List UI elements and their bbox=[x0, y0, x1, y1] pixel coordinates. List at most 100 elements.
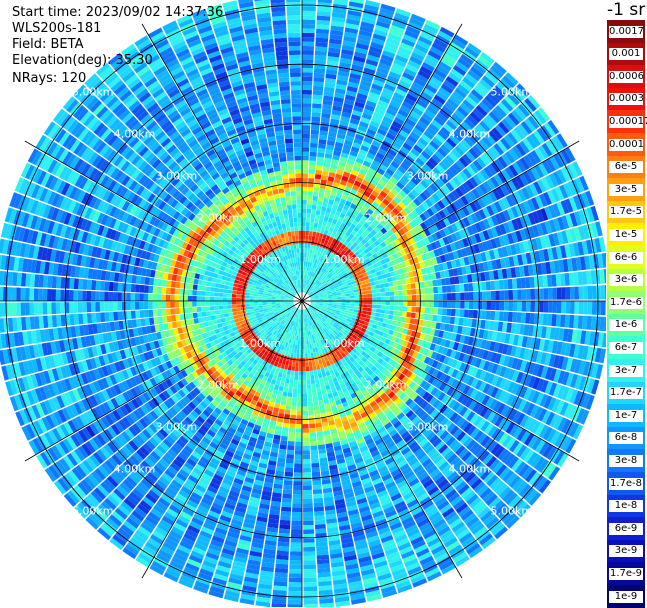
range-gate-cell bbox=[390, 306, 395, 311]
range-gate-cell bbox=[315, 418, 321, 423]
range-gate-cell bbox=[306, 226, 310, 231]
range-gate-cell bbox=[312, 472, 321, 477]
range-gate-cell bbox=[303, 455, 310, 460]
range-gate-cell bbox=[566, 301, 571, 314]
range-gate-cell bbox=[302, 20, 315, 25]
range-gate-cell bbox=[285, 467, 293, 472]
range-gate-cell bbox=[412, 301, 417, 306]
range-gate-cell bbox=[319, 192, 325, 197]
range-gate-cell bbox=[303, 402, 308, 407]
range-gate-cell bbox=[601, 285, 606, 299]
range-gate-cell bbox=[406, 284, 411, 290]
range-gate-cell bbox=[354, 295, 359, 298]
range-gate-cell bbox=[291, 521, 302, 526]
range-gate-cell bbox=[294, 375, 298, 380]
range-gate-cell bbox=[312, 205, 317, 210]
range-gate-cell bbox=[296, 424, 302, 429]
range-gate-cell bbox=[281, 378, 286, 383]
range-gate-cell bbox=[312, 392, 317, 397]
range-gate-cell bbox=[495, 311, 500, 321]
range-gate-cell bbox=[443, 293, 448, 300]
range-gate-cell bbox=[503, 312, 508, 322]
range-gate-cell bbox=[495, 301, 500, 310]
range-gate-cell bbox=[307, 393, 312, 398]
range-gate-cell bbox=[374, 317, 379, 322]
range-gate-cell bbox=[512, 278, 517, 288]
range-gate-cell bbox=[516, 278, 521, 289]
range-gate-cell bbox=[434, 301, 439, 307]
range-gate-cell bbox=[460, 309, 465, 317]
range-gate-cell bbox=[295, 371, 299, 376]
range-gate-cell bbox=[397, 316, 402, 321]
range-gate-cell bbox=[302, 86, 312, 91]
range-gate-cell bbox=[302, 147, 309, 152]
range-gate-cell bbox=[433, 308, 438, 315]
range-gate-cell bbox=[283, 418, 289, 423]
range-gate-cell bbox=[407, 307, 412, 312]
range-gate-cell bbox=[305, 235, 308, 240]
range-gate-cell bbox=[455, 284, 460, 292]
range-gate-cell bbox=[303, 586, 317, 591]
range-gate-cell bbox=[390, 301, 394, 305]
range-gate-cell bbox=[428, 314, 433, 321]
range-gate-cell bbox=[293, 384, 297, 389]
range-gate-cell bbox=[304, 327, 306, 331]
range-gate-cell bbox=[486, 311, 491, 320]
range-gate-cell bbox=[315, 55, 327, 60]
range-gate-cell bbox=[315, 528, 326, 533]
range-gate-cell bbox=[317, 201, 322, 206]
range-gate-cell bbox=[551, 314, 556, 326]
range-gate-cell bbox=[539, 301, 544, 312]
range-gate-cell bbox=[304, 266, 306, 271]
range-gate-cell bbox=[385, 301, 389, 305]
range-gate-cell bbox=[333, 299, 337, 301]
range-gate-cell bbox=[317, 152, 324, 157]
range-gate-cell bbox=[459, 284, 464, 292]
range-gate-cell bbox=[307, 384, 311, 389]
range-gate-cell bbox=[437, 279, 442, 286]
range-gate-cell bbox=[313, 192, 319, 197]
range-gate-cell bbox=[311, 214, 316, 219]
range-gate-cell bbox=[312, 236, 316, 241]
range-gate-cell bbox=[281, 511, 291, 516]
range-gate-cell bbox=[313, 370, 317, 375]
range-gate-cell bbox=[302, 209, 306, 213]
range-gate-cell bbox=[284, 365, 288, 370]
range-gate-cell bbox=[288, 600, 302, 605]
range-gate-cell bbox=[579, 301, 584, 314]
range-gate-cell bbox=[526, 289, 531, 300]
range-gate-cell bbox=[363, 301, 367, 304]
range-gate-cell bbox=[306, 340, 309, 345]
range-gate-cell bbox=[309, 423, 315, 428]
range-gate-cell bbox=[293, 481, 302, 486]
range-gate-cell bbox=[297, 402, 302, 407]
range-gate-cell bbox=[394, 291, 399, 296]
range-gate-cell bbox=[303, 565, 316, 570]
range-gate-cell bbox=[297, 411, 302, 416]
range-gate-cell bbox=[526, 301, 531, 312]
range-gate-cell bbox=[282, 427, 289, 432]
range-gate-cell bbox=[346, 298, 350, 300]
range-gate-cell bbox=[302, 341, 304, 345]
range-gate-cell bbox=[296, 354, 299, 359]
range-gate-cell bbox=[499, 311, 504, 321]
range-gate-cell bbox=[385, 310, 390, 315]
range-gate-cell bbox=[302, 55, 314, 60]
range-gate-cell bbox=[592, 301, 597, 315]
range-gate-cell bbox=[372, 293, 377, 297]
range-gate-cell bbox=[302, 384, 306, 389]
range-gate-cell bbox=[303, 573, 316, 578]
range-gate-cell bbox=[363, 298, 367, 301]
range-gate-cell bbox=[289, 428, 295, 433]
range-gate-cell bbox=[313, 90, 323, 95]
range-gate-cell bbox=[290, 560, 302, 565]
range-gate-cell bbox=[302, 187, 307, 192]
range-gate-cell bbox=[420, 307, 425, 313]
range-gate-cell bbox=[318, 148, 326, 153]
range-gate-cell bbox=[381, 301, 385, 305]
range-gate-cell bbox=[310, 222, 314, 227]
range-gate-cell bbox=[308, 353, 311, 358]
range-gate-cell bbox=[397, 280, 402, 285]
range-gate-cell bbox=[318, 444, 325, 449]
range-gate-cell bbox=[500, 290, 505, 300]
